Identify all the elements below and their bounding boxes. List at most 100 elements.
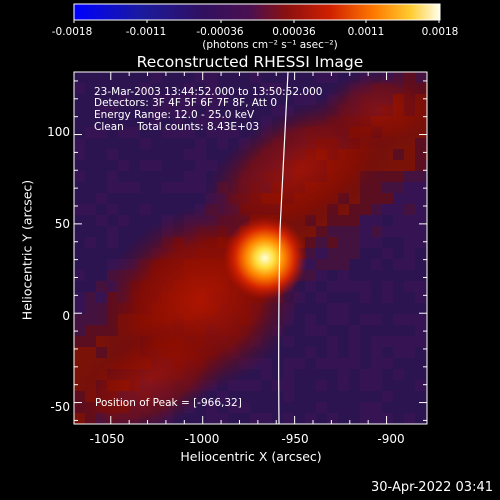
heatmap-cell bbox=[393, 215, 405, 227]
heatmap-cell bbox=[415, 303, 427, 315]
heatmap-cell bbox=[195, 160, 207, 172]
heatmap-cell bbox=[415, 204, 427, 216]
heatmap-cell bbox=[404, 281, 416, 293]
heatmap-cell bbox=[129, 160, 141, 172]
heatmap-cell bbox=[393, 171, 405, 183]
heatmap-cell bbox=[184, 116, 196, 128]
heatmap-cell bbox=[140, 149, 152, 161]
heatmap-cell bbox=[294, 402, 306, 414]
heatmap-cell bbox=[371, 303, 383, 315]
heatmap-cell bbox=[349, 204, 361, 216]
heatmap-cell bbox=[327, 281, 339, 293]
heatmap-cell bbox=[129, 94, 141, 106]
heatmap-cell bbox=[96, 215, 108, 227]
heatmap-cell bbox=[415, 347, 427, 359]
heatmap-cell bbox=[151, 160, 163, 172]
heatmap-cell bbox=[261, 380, 273, 392]
heatmap-cell bbox=[426, 127, 427, 139]
heatmap-cell bbox=[85, 314, 97, 326]
heatmap-cell bbox=[382, 303, 394, 315]
heatmap-cell bbox=[305, 248, 317, 260]
heatmap-cell bbox=[338, 358, 350, 370]
heatmap-cell bbox=[74, 105, 86, 117]
heatmap-cell bbox=[129, 83, 141, 95]
heatmap-cell bbox=[184, 193, 196, 205]
heatmap-cell bbox=[261, 391, 273, 403]
heatmap-cell bbox=[338, 259, 350, 271]
heatmap-cell bbox=[294, 347, 306, 359]
heatmap-cell bbox=[228, 72, 240, 84]
heatmap-cell bbox=[382, 336, 394, 348]
heatmap-cell bbox=[371, 369, 383, 381]
heatmap-cell bbox=[327, 248, 339, 260]
heatmap-cell bbox=[140, 171, 152, 183]
heatmap-cell bbox=[283, 94, 295, 106]
heatmap-cell bbox=[96, 171, 108, 183]
heatmap-cell bbox=[162, 182, 174, 194]
heatmap-cell bbox=[96, 237, 108, 249]
heatmap-cell bbox=[107, 215, 119, 227]
heatmap-cell bbox=[140, 138, 152, 150]
heatmap-cell bbox=[96, 160, 108, 172]
heatmap-cell bbox=[426, 138, 427, 150]
heatmap-cell bbox=[382, 270, 394, 282]
heatmap-cell bbox=[96, 138, 108, 150]
heatmap-cell bbox=[206, 138, 218, 150]
heatmap-cell bbox=[74, 259, 86, 271]
heatmap-cell bbox=[85, 204, 97, 216]
heatmap-cell bbox=[85, 116, 97, 128]
heatmap-cell bbox=[173, 116, 185, 128]
heatmap-cell bbox=[393, 358, 405, 370]
heatmap-cell bbox=[118, 193, 130, 205]
heatmap-cell bbox=[239, 380, 251, 392]
heatmap-cell bbox=[426, 314, 427, 326]
heatmap-cell bbox=[360, 226, 372, 238]
heatmap-cell bbox=[338, 325, 350, 337]
heatmap-cell bbox=[426, 193, 427, 205]
heatmap-cell bbox=[107, 83, 119, 95]
heatmap-cell bbox=[426, 270, 427, 282]
heatmap-cell bbox=[338, 281, 350, 293]
heatmap-cell bbox=[129, 105, 141, 117]
heatmap-cell bbox=[426, 380, 427, 392]
heatmap-cell bbox=[338, 270, 350, 282]
heatmap-cell bbox=[415, 380, 427, 392]
heatmap-cell bbox=[415, 259, 427, 271]
heatmap-cell bbox=[426, 347, 427, 359]
heatmap-cell bbox=[195, 402, 207, 414]
heatmap-cell bbox=[327, 413, 339, 424]
heatmap-cell bbox=[173, 171, 185, 183]
heatmap-cell bbox=[239, 94, 251, 106]
heatmap-cell bbox=[294, 413, 306, 424]
heatmap-cell bbox=[426, 215, 427, 227]
heatmap-cell bbox=[74, 292, 86, 304]
heatmap-cell bbox=[360, 402, 372, 414]
heatmap-cell bbox=[228, 116, 240, 128]
heatmap-cell bbox=[338, 248, 350, 260]
heatmap-cell bbox=[228, 94, 240, 106]
heatmap-cell bbox=[327, 215, 339, 227]
heatmap-cell bbox=[74, 314, 86, 326]
heatmap-cell bbox=[261, 72, 273, 84]
heatmap-cell bbox=[96, 116, 108, 128]
heatmap-cell bbox=[85, 303, 97, 315]
heatmap-cell bbox=[107, 226, 119, 238]
heatmap-cell bbox=[206, 116, 218, 128]
heatmap-cell bbox=[327, 314, 339, 326]
heatmap-cell bbox=[228, 402, 240, 414]
heatmap-cell bbox=[415, 237, 427, 249]
heatmap-cell bbox=[173, 182, 185, 194]
y-tick-label: 100 bbox=[47, 125, 70, 139]
heatmap-cell bbox=[250, 105, 262, 117]
heatmap-cell bbox=[415, 138, 427, 150]
heatmap-cell bbox=[283, 369, 295, 381]
heatmap-cell bbox=[349, 281, 361, 293]
heatmap-cell bbox=[195, 83, 207, 95]
heatmap-cell bbox=[382, 237, 394, 249]
heatmap-cell bbox=[371, 402, 383, 414]
heatmap-cell bbox=[338, 314, 350, 326]
heatmap-cell bbox=[415, 336, 427, 348]
heatmap-cell bbox=[349, 226, 361, 238]
energy-range-label: Energy Range: 12.0 - 25.0 keV bbox=[94, 109, 255, 121]
heatmap-cell bbox=[162, 138, 174, 150]
